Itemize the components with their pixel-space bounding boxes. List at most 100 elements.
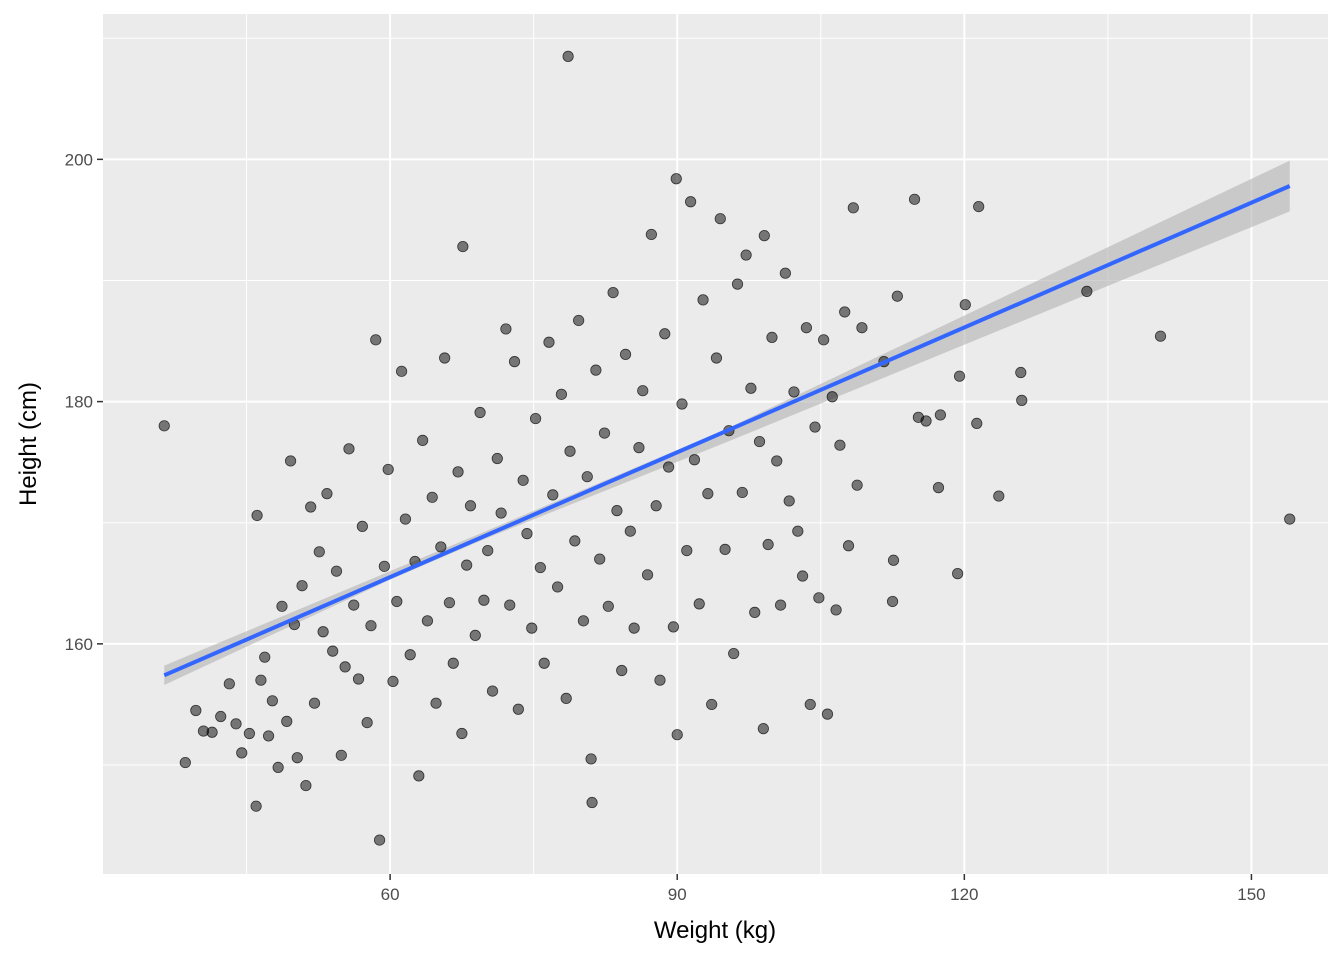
data-point bbox=[439, 352, 451, 364]
data-point bbox=[702, 488, 714, 500]
data-point bbox=[641, 569, 654, 581]
data-point bbox=[456, 727, 468, 740]
data-point bbox=[847, 202, 859, 214]
data-point bbox=[486, 685, 499, 697]
data-point bbox=[461, 559, 473, 571]
data-point bbox=[932, 482, 945, 494]
x-axis-ticks: 60 90 120 150 bbox=[381, 874, 1266, 904]
data-point bbox=[934, 409, 947, 421]
data-point bbox=[399, 513, 412, 525]
data-point bbox=[417, 434, 429, 446]
data-point bbox=[586, 796, 598, 809]
data-point bbox=[457, 240, 469, 253]
data-point bbox=[491, 452, 503, 465]
data-point bbox=[573, 314, 585, 327]
data-point bbox=[774, 599, 787, 611]
data-point bbox=[281, 715, 293, 727]
data-point bbox=[779, 267, 791, 279]
data-point bbox=[809, 421, 821, 433]
data-point bbox=[538, 657, 550, 669]
data-point bbox=[223, 678, 235, 690]
data-point bbox=[413, 770, 425, 782]
data-point bbox=[758, 230, 770, 242]
data-point bbox=[534, 561, 546, 574]
data-point bbox=[305, 501, 317, 513]
data-point bbox=[839, 306, 851, 318]
x-tick-label: 120 bbox=[950, 885, 978, 904]
data-point bbox=[560, 692, 572, 704]
data-point bbox=[753, 435, 766, 448]
data-point bbox=[378, 560, 390, 572]
data-point bbox=[693, 598, 705, 610]
data-point bbox=[443, 597, 456, 609]
data-point bbox=[804, 698, 816, 711]
data-point bbox=[637, 385, 649, 397]
y-tick-label: 200 bbox=[65, 150, 93, 169]
data-point bbox=[500, 323, 512, 335]
data-point bbox=[404, 649, 416, 661]
data-point bbox=[474, 406, 486, 419]
data-point bbox=[971, 417, 983, 430]
data-point bbox=[447, 657, 459, 669]
y-tick-label: 180 bbox=[65, 393, 93, 412]
data-point bbox=[230, 718, 242, 730]
data-point bbox=[728, 647, 740, 660]
data-point bbox=[296, 580, 308, 592]
data-point bbox=[321, 488, 333, 500]
data-point bbox=[670, 173, 682, 185]
data-point bbox=[564, 445, 576, 457]
data-point bbox=[908, 193, 921, 205]
data-point bbox=[959, 299, 971, 311]
data-point bbox=[504, 599, 516, 611]
data-point bbox=[343, 443, 355, 455]
data-point bbox=[313, 546, 325, 558]
data-point bbox=[521, 528, 533, 540]
data-point bbox=[796, 570, 809, 582]
data-point bbox=[607, 286, 619, 299]
data-point bbox=[766, 331, 778, 344]
data-point bbox=[663, 461, 675, 473]
data-point bbox=[619, 348, 632, 360]
data-point bbox=[327, 645, 339, 657]
data-point bbox=[373, 834, 386, 846]
data-point bbox=[551, 581, 564, 593]
data-point bbox=[464, 500, 477, 512]
data-point bbox=[685, 196, 697, 208]
data-point bbox=[452, 466, 464, 478]
data-point bbox=[886, 595, 899, 608]
data-point bbox=[887, 554, 900, 566]
data-point bbox=[834, 439, 846, 451]
data-point bbox=[276, 600, 288, 612]
regression-line bbox=[163, 184, 1291, 678]
data-point bbox=[555, 388, 568, 400]
data-point bbox=[706, 698, 718, 711]
x-tick-label: 150 bbox=[1237, 885, 1265, 904]
data-point bbox=[667, 621, 679, 633]
data-point bbox=[800, 322, 813, 334]
data-point bbox=[526, 622, 538, 634]
data-point bbox=[792, 525, 804, 537]
data-point bbox=[842, 540, 855, 552]
data-point bbox=[659, 328, 671, 340]
data-point bbox=[395, 365, 408, 377]
data-point bbox=[993, 490, 1005, 502]
fit-line bbox=[163, 184, 1291, 678]
data-point bbox=[783, 495, 795, 507]
data-point bbox=[577, 615, 590, 627]
data-point bbox=[581, 471, 593, 483]
data-point bbox=[611, 505, 623, 517]
x-tick-label: 90 bbox=[668, 885, 687, 904]
scatter-points bbox=[158, 50, 1296, 846]
x-axis-title: Weight (kg) bbox=[654, 917, 776, 944]
data-point bbox=[308, 697, 321, 709]
data-point bbox=[562, 50, 574, 62]
data-point bbox=[650, 500, 662, 512]
data-point bbox=[430, 697, 442, 709]
data-point bbox=[1016, 394, 1028, 406]
data-point bbox=[478, 594, 490, 606]
data-point bbox=[236, 747, 248, 759]
data-point bbox=[517, 474, 529, 486]
data-point bbox=[259, 651, 271, 663]
data-point bbox=[740, 249, 752, 261]
